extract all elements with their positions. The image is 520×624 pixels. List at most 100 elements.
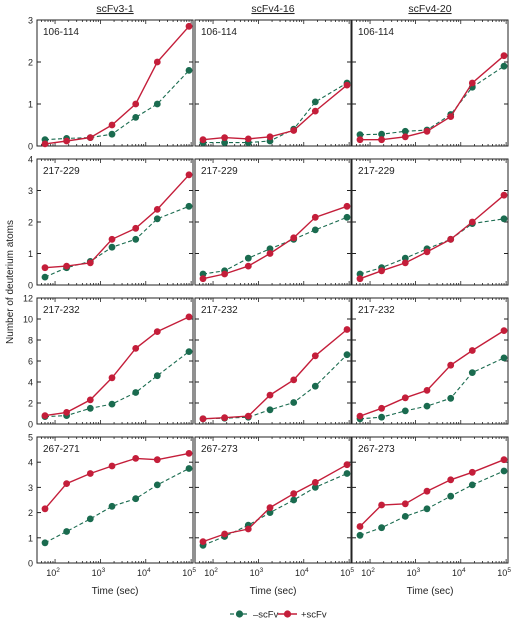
y-tick-label: 0 <box>28 142 33 152</box>
data-point <box>447 113 455 120</box>
data-point <box>468 369 476 376</box>
data-point <box>468 79 476 87</box>
data-point <box>108 121 116 129</box>
data-point <box>311 382 319 390</box>
data-point <box>41 505 49 513</box>
data-point <box>290 490 298 498</box>
data-point <box>86 134 94 142</box>
data-point <box>86 396 94 404</box>
data-point <box>185 67 193 74</box>
data-point <box>500 215 508 223</box>
panel-title: 267-271 <box>43 444 80 455</box>
data-point <box>108 235 116 243</box>
series-line <box>44 70 190 141</box>
data-point <box>500 327 508 334</box>
series-minus-scfv <box>41 67 193 144</box>
panel-title: 217-229 <box>201 166 238 177</box>
data-point <box>132 100 140 108</box>
data-point <box>423 487 431 495</box>
series-plus-scfv <box>199 326 351 423</box>
data-point <box>290 376 298 384</box>
data-point <box>343 326 351 333</box>
data-point <box>153 481 161 489</box>
data-point <box>41 273 49 281</box>
series-line <box>202 84 348 141</box>
y-tick-label: 1 <box>28 533 33 543</box>
column-title-1: scFv3-1 <box>96 3 134 15</box>
panel-frame <box>36 436 194 564</box>
data-point <box>185 313 193 321</box>
data-point <box>401 133 409 141</box>
series-line <box>44 174 190 269</box>
data-point <box>500 354 508 362</box>
panel-frame <box>194 436 352 564</box>
panel-title: 217-229 <box>358 166 395 177</box>
data-point <box>423 387 431 394</box>
data-point <box>185 465 193 472</box>
series-plus-scfv <box>356 327 508 420</box>
series-plus-scfv <box>41 171 193 272</box>
legend-marker-minus <box>235 610 244 618</box>
series-plus-scfv <box>41 313 193 419</box>
y-tick-label: 6 <box>28 357 33 367</box>
y-tick-label: 4 <box>28 458 33 468</box>
data-point <box>378 413 385 421</box>
data-point <box>311 479 319 486</box>
legend-label-minus: –scFv <box>253 610 279 621</box>
data-point <box>343 461 351 469</box>
series-line <box>202 354 348 420</box>
data-point <box>356 523 364 530</box>
data-point <box>378 524 385 532</box>
data-point <box>423 127 431 135</box>
panel-title: 106-114 <box>358 27 394 38</box>
data-point <box>108 462 116 470</box>
series-line <box>202 328 348 420</box>
data-point <box>199 270 207 278</box>
series-plus-scfv <box>41 22 193 148</box>
data-point <box>266 133 274 141</box>
data-point <box>266 245 274 253</box>
data-point <box>356 270 364 278</box>
data-point <box>500 191 508 199</box>
data-point <box>343 351 351 359</box>
y-tick-label: 0 <box>28 420 33 430</box>
series-plus-scfv <box>199 461 351 545</box>
data-point <box>132 455 140 462</box>
panel-title: 217-232 <box>358 305 395 316</box>
series-plus-scfv <box>41 450 193 513</box>
data-point <box>221 414 229 422</box>
data-point <box>311 226 319 234</box>
column-title-2: scFv4-16 <box>251 3 294 15</box>
data-point <box>132 235 140 243</box>
x-tick-label: 104 <box>295 567 309 578</box>
data-point <box>423 402 431 410</box>
x-tick-label: 102 <box>361 567 375 578</box>
y-tick-label: 1 <box>28 249 33 259</box>
data-point <box>63 409 70 416</box>
data-point <box>244 412 252 420</box>
data-point <box>199 275 207 283</box>
series-minus-scfv <box>356 62 508 139</box>
y-tick-label: 12 <box>23 294 33 304</box>
data-point <box>199 136 207 144</box>
data-point <box>244 254 252 262</box>
y-tick-label: 2 <box>28 399 33 409</box>
data-point <box>86 515 94 523</box>
y-tick-label: 4 <box>28 378 33 388</box>
x-axis-label-2: Time (sec) <box>250 586 297 597</box>
x-tick-label: 105 <box>497 567 511 578</box>
y-tick-label: 0 <box>28 281 33 291</box>
series-minus-scfv <box>356 354 508 423</box>
panel-frame <box>351 158 509 286</box>
data-point <box>132 495 140 503</box>
x-tick-label: 104 <box>452 567 466 578</box>
data-point <box>290 496 298 504</box>
panel-frame <box>194 297 352 425</box>
y-tick-label: 3 <box>28 186 33 196</box>
data-point <box>63 528 70 535</box>
data-point <box>244 262 252 270</box>
data-point <box>41 412 49 419</box>
data-point <box>108 502 116 510</box>
